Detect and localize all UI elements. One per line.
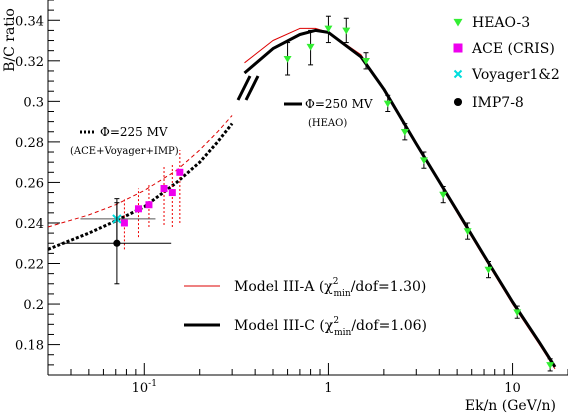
data-marker [383,100,392,108]
legend: HEAO-3 ACE (CRIS) Voyager1&2 IMP7-8 [453,15,560,111]
y-tick-label: 0.18 [15,339,44,354]
data-point-square [145,184,153,228]
curve-break-mark-right [244,75,260,101]
data-marker [306,43,315,51]
data-point-triangle-down [383,94,392,112]
x-tick-label: 1 [324,381,332,396]
data-point-triangle-down [400,123,409,141]
data-marker [324,25,333,33]
data-point-square [134,188,142,238]
data-marker [145,201,153,209]
data-marker [400,128,409,136]
data-point-triangle-down [463,222,472,240]
model-iii-c-high-curve [243,28,557,368]
data-point-triangle-down [546,358,555,372]
data-point-triangle-down [342,17,351,44]
model-legend-entry: Model III-C (χ2 min/dof=1.06) [184,316,427,338]
legend-marker [453,43,463,53]
x-tick-label: 10-1 [132,379,157,396]
legend-label: HEAO-3 [472,15,530,31]
data-point-triangle-down [306,29,315,66]
data-marker [484,266,493,274]
legend-entry: Voyager1&2 [453,67,560,83]
model-legend: Model III-A (χ2 min/dof=1.30) Model III-C … [184,277,427,338]
data-marker [513,309,522,317]
data-point-triangle-down [439,185,448,204]
y-tick-label: 0.2 [23,298,44,313]
x-tick-label: 10 [504,381,521,396]
legend-label: ACE (CRIS) [471,41,555,57]
data-point-square [176,150,184,223]
y-tick-label: 0.28 [15,136,44,151]
curve-break-mark-left [236,75,252,101]
data-marker [463,228,472,236]
y-tick-label: 0.32 [15,55,44,70]
data-marker [160,185,168,193]
y-tick-label: 0.3 [23,95,44,110]
legend-entry: IMP7-8 [453,95,524,111]
phi-high-sublabel: (HEAO) [308,118,347,129]
data-point-square [120,198,128,250]
legend-marker [453,97,463,107]
data-point-square [168,164,176,228]
model-legend-label: Model III-A (χ2 min/dof=1.30) [234,277,426,299]
y-axis-title: B/C ratio [2,8,18,72]
data-marker [134,205,142,213]
data-point-circle [60,202,172,285]
model-legend-entry: Model III-A (χ2 min/dof=1.30) [184,277,426,299]
y-tick-label: 0.26 [15,176,44,191]
data-marker [362,58,371,65]
data-marker [439,191,448,199]
legend-entry: HEAO-3 [453,15,530,31]
y-tick-label: 0.24 [15,217,44,232]
data-marker [546,362,555,369]
phi-high-label: Φ=250 MV [305,97,373,111]
model-iii-c-low-curve [47,122,234,251]
data-point-triangle-down [484,260,493,279]
legend-label: IMP7-8 [472,95,524,111]
data-point-triangle-down [362,52,371,70]
y-tick-label: 0.34 [15,14,44,29]
data-marker [419,157,428,165]
model-legend-label: Model III-C (χ2 min/dof=1.06) [234,316,427,338]
axes: 0.18 0.2 0.22 0.24 0.26 0.28 0.3 0.32 0.34 10-1 1 1… [15,0,568,396]
data-point-square [160,166,168,225]
legend-marker [453,18,463,27]
marker-x-stroke [453,69,463,79]
data-point-triangle-down [324,15,333,44]
data-marker [120,219,128,227]
y-tick-label: 0.22 [15,258,44,273]
phi-low-label: Φ=225 MV [100,125,168,139]
data-point-triangle-down [513,305,522,319]
legend-marker [453,69,463,79]
data-marker [176,168,184,176]
model-iii-a-low-curve [47,115,233,228]
model-curves [47,27,557,370]
legend-label: Voyager1&2 [471,67,560,83]
data-marker [283,55,292,63]
data-point-triangle-down [419,151,428,169]
legend-entry: ACE (CRIS) [453,41,555,57]
data-marker [168,189,176,197]
phi-low-sublabel: (ACE+Voyager+IMP) [70,146,179,157]
data-marker [342,27,351,35]
data-point-triangle-down [283,42,292,76]
plot-frame-layer [47,0,568,376]
x-axis-title: Ek/n (GeV/n) [465,398,556,414]
data-points [60,15,555,372]
data-marker [113,239,121,247]
